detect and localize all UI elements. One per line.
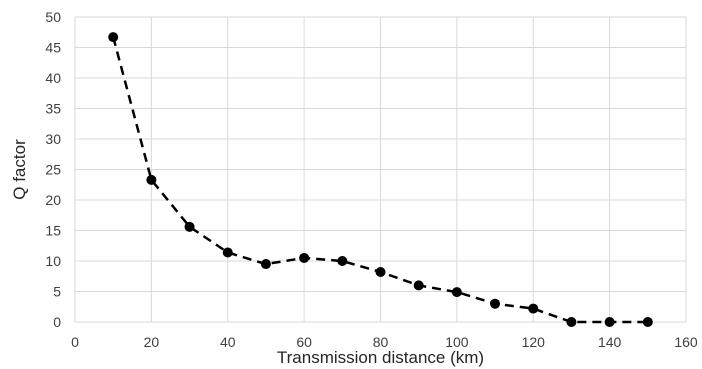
data-point-0-0	[108, 32, 119, 43]
data-point-0-14	[642, 317, 653, 327]
data-point-0-8	[413, 280, 424, 291]
x-tick-label-0: 0	[71, 334, 79, 350]
x-axis-ticks: 0 20 40 60 80 100 120 140 160	[71, 334, 698, 350]
data-point-0-7	[375, 266, 386, 277]
y-tick-label-3: 15	[45, 223, 61, 239]
x-tick-label-1: 20	[144, 334, 160, 350]
y-axis-ticks: 0 5 10 15 20 25 30 35 40 45 50	[45, 9, 61, 330]
y-tick-label-2: 10	[45, 253, 61, 269]
y-axis-title: Q factor	[10, 139, 29, 200]
data-point-0-12	[566, 317, 577, 327]
x-tick-label-5: 100	[445, 334, 469, 350]
data-point-0-2	[184, 221, 195, 232]
y-tick-label-8: 40	[45, 70, 61, 86]
data-point-0-11	[528, 303, 539, 314]
data-point-0-5	[299, 252, 310, 263]
data-point-0-13	[604, 317, 615, 327]
y-tick-label-0: 0	[53, 314, 61, 330]
y-tick-label-10: 50	[45, 9, 61, 25]
data-point-0-6	[337, 256, 348, 266]
y-tick-label-7: 35	[45, 101, 61, 117]
y-tick-label-9: 45	[45, 40, 61, 56]
y-tick-label-1: 5	[53, 284, 61, 300]
data-point-0-4	[260, 259, 271, 270]
y-tick-label-5: 25	[45, 162, 61, 178]
data-point-0-10	[490, 298, 501, 309]
y-tick-label-6: 30	[45, 131, 61, 147]
data-point-0-9	[451, 287, 462, 298]
data-point-0-3	[222, 247, 233, 258]
x-tick-label-2: 40	[220, 334, 236, 350]
series-group	[108, 32, 653, 327]
data-point-0-1	[146, 174, 157, 185]
y-tick-label-4: 20	[45, 192, 61, 208]
x-tick-label-3: 60	[296, 334, 312, 350]
x-tick-label-4: 80	[373, 334, 389, 350]
x-tick-label-8: 160	[674, 334, 698, 350]
x-axis-title: Transmission distance (km)	[277, 348, 484, 367]
x-tick-label-6: 120	[522, 334, 546, 350]
x-tick-label-7: 140	[598, 334, 622, 350]
gridlines	[74, 16, 687, 323]
